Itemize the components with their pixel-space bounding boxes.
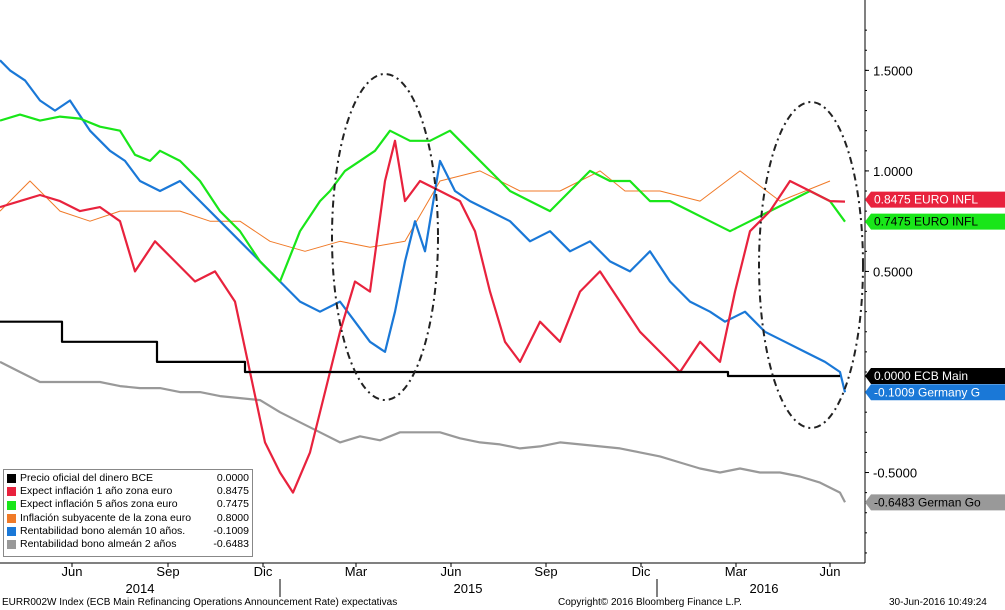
x-tick-label: Sep — [156, 564, 179, 579]
x-tick-label: Dic — [632, 564, 651, 579]
value-tag — [865, 368, 1005, 385]
legend-series-name: Rentabilidad bono alemán 10 años. — [20, 524, 186, 537]
x-tick-label: Sep — [534, 564, 557, 579]
footer-source: EURR002W Index (ECB Main Refinancing Ope… — [2, 597, 398, 608]
series-line-2 — [0, 113, 846, 283]
legend-series-value: 0.8475 — [216, 485, 249, 498]
legend-swatch — [7, 474, 16, 484]
series-line-0 — [0, 320, 840, 378]
x-tick-label: Jun — [441, 564, 462, 579]
x-tick-label: Dic — [254, 564, 273, 579]
x-tick-label: Jun — [62, 564, 83, 579]
legend-swatch — [7, 500, 16, 510]
legend-series-value: 0.7475 — [216, 498, 249, 511]
legend-item: Expect inflación 1 año zona euro 0.8475 — [7, 485, 249, 498]
series-line-1 — [0, 139, 846, 494]
value-tag — [865, 191, 1005, 208]
legend-series-name: Expect inflación 1 año zona euro — [20, 485, 173, 498]
legend-swatch — [7, 487, 16, 497]
x-tick-label: Mar — [725, 564, 748, 579]
highlight-ellipse — [758, 101, 864, 429]
legend-item: Precio oficial del dinero BCE 0.0000 — [7, 472, 249, 485]
legend-item: Expect inflación 5 años zona euro 0.7475 — [7, 498, 249, 511]
y-tick-label: 1.5000 — [873, 63, 913, 78]
series-line-4 — [0, 59, 847, 393]
legend-series-name: Inflación subyacente de la zona euro — [20, 511, 192, 524]
value-tag-label: 0.0000 ECB Main — [874, 369, 968, 383]
legend-series-name: Rentabilidad bono almeán 2 años — [20, 538, 177, 551]
year-label: 2016 — [750, 581, 779, 596]
legend-series-value: 0.0000 — [216, 472, 249, 484]
legend-item: Rentabilidad bono almeán 2 años -0.6483 — [7, 538, 249, 551]
legend-swatch — [7, 513, 16, 523]
value-tag-label: 0.7475 EURO INFL — [874, 215, 978, 229]
value-tag — [865, 494, 1005, 511]
legend-series-name: Precio oficial del dinero BCE — [20, 472, 154, 484]
value-tag-label: 0.8475 EURO INFL — [874, 193, 978, 207]
value-tag-label: -0.6483 German Go — [874, 495, 981, 509]
legend-swatch — [7, 540, 16, 550]
series-line-3 — [0, 170, 831, 252]
footer-copyright: Copyright© 2016 Bloomberg Finance L.P. — [558, 597, 742, 608]
y-tick-label: 0.5000 — [873, 264, 913, 279]
y-tick-label: -0.5000 — [873, 466, 917, 481]
highlight-ellipse — [331, 73, 439, 401]
legend-series-value: -0.1009 — [213, 524, 249, 537]
y-tick-label: 1.0000 — [873, 164, 913, 179]
year-label: 2014 — [126, 581, 155, 596]
year-label: 2015 — [454, 581, 483, 596]
legend: Precio oficial del dinero BCE 0.0000 Expec… — [3, 469, 253, 557]
legend-series-value: 0.8000 — [216, 511, 249, 524]
value-tag — [865, 213, 1005, 230]
value-tag-label: -0.1009 Germany G — [874, 385, 980, 399]
x-tick-label: Mar — [345, 564, 368, 579]
legend-swatch — [7, 526, 16, 536]
footer-timestamp: 30-Jun-2016 10:49:24 — [889, 597, 987, 608]
legend-series-value: -0.6483 — [213, 538, 249, 551]
value-tag — [865, 384, 1005, 401]
series-line-5 — [0, 360, 846, 503]
legend-item: Inflación subyacente de la zona euro 0.80… — [7, 512, 249, 525]
x-tick-label: Jun — [820, 564, 841, 579]
legend-item: Rentabilidad bono alemán 10 años. -0.1009 — [7, 525, 249, 538]
legend-series-name: Expect inflación 5 años zona euro — [20, 498, 178, 511]
